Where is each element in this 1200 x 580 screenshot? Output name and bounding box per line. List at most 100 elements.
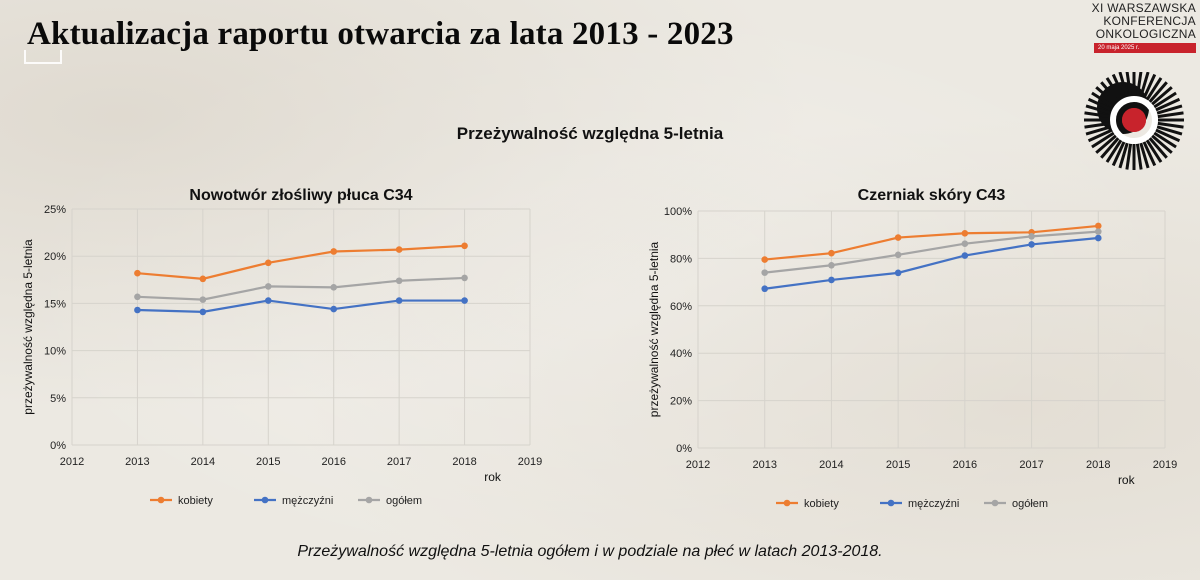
y-axis-label: przeżywalność względna 5-letnia [21, 239, 35, 415]
logo-ray [1125, 143, 1133, 170]
sunburst-icon [1084, 72, 1184, 170]
data-point [828, 261, 835, 269]
logo-ray [1157, 111, 1184, 119]
y-tick-label: 0% [50, 440, 66, 452]
data-point [961, 252, 969, 259]
logo-ray [1100, 81, 1120, 103]
logo-ray [1145, 77, 1163, 101]
x-tick-label: 2016 [953, 459, 977, 471]
x-axis-label: rok [1118, 473, 1136, 487]
data-point [894, 251, 902, 259]
y-tick-label: 25% [44, 204, 66, 216]
x-tick-label: 2012 [60, 456, 84, 468]
logo-ray [1135, 72, 1143, 97]
x-tick-label: 2019 [518, 456, 542, 468]
data-point [1028, 233, 1035, 240]
logo-line-2: KONFERENCJA [1103, 14, 1196, 28]
data-point [461, 242, 468, 250]
logo-ray [1085, 125, 1112, 136]
legend-swatch-marker [887, 499, 895, 507]
conference-logo: XI WARSZAWSKA KONFERENCJA ONKOLOGICZNA 2… [1080, 2, 1196, 172]
data-point [894, 234, 902, 241]
logo-ray [1142, 141, 1157, 167]
logo-ring [1110, 96, 1158, 144]
data-point [264, 297, 272, 304]
logo-ray [1153, 91, 1177, 109]
chart-title: Nowotwór złośliwy płuca C34 [189, 187, 412, 204]
logo-ray [1155, 128, 1181, 143]
logo-ray [1125, 72, 1133, 97]
data-point [461, 297, 468, 304]
x-tick-label: 2017 [1019, 459, 1043, 471]
logo-ray [1111, 73, 1126, 99]
series-line [137, 299, 465, 313]
melanoma-chart: Czerniak skóry C43 0% 20% 40% 60% 80% 100% 2012… [647, 187, 1177, 510]
logo-ray [1095, 134, 1117, 154]
legend-swatch-marker [261, 496, 269, 504]
data-point [1028, 241, 1035, 248]
logo-ray [1091, 91, 1115, 109]
chart-title: Czerniak skóry C43 [858, 187, 1006, 204]
series-line [764, 230, 1099, 274]
page-title: Aktualizacja raportu otwarcia za lata 20… [27, 16, 734, 52]
data-point [395, 297, 403, 304]
y-tick-label: 40% [670, 348, 692, 360]
y-tick-label: 10% [44, 346, 66, 358]
x-axis-label: rok [484, 470, 502, 484]
logo-ray [1156, 104, 1183, 115]
legend-label: kobiety [804, 498, 839, 510]
legend-label: mężczyźni [282, 495, 333, 507]
data-point [828, 276, 835, 284]
y-tick-label: 60% [670, 301, 692, 313]
logo-ray [1084, 111, 1111, 119]
logo-ray [1085, 104, 1112, 115]
title-corner-mark [24, 50, 62, 64]
data-point [264, 283, 272, 290]
logo-ray [1151, 134, 1173, 154]
data-point [330, 248, 338, 255]
data-point [1094, 234, 1102, 242]
x-tick-label: 2019 [1153, 459, 1177, 471]
y-tick-label: 0% [676, 443, 692, 455]
series-line [137, 276, 465, 301]
y-tick-label: 20% [670, 396, 692, 408]
x-tick-label: 2015 [256, 456, 280, 468]
data-point [961, 229, 969, 237]
data-point [134, 306, 141, 314]
data-point [199, 308, 207, 316]
data-point [828, 249, 835, 257]
series-line [764, 236, 1099, 290]
data-point [395, 277, 403, 285]
logo-line-1: XI WARSZAWSKA [1091, 1, 1196, 15]
x-tick-label: 2013 [752, 459, 776, 471]
logo-ray [1145, 139, 1163, 163]
x-tick-label: 2018 [452, 456, 476, 468]
x-tick-label: 2014 [191, 456, 215, 468]
logo-ray [1084, 121, 1111, 129]
y-tick-label: 20% [44, 251, 66, 263]
data-point [1094, 228, 1102, 235]
x-tick-label: 2018 [1086, 459, 1110, 471]
logo-line-3: ONKOLOGICZNA [1095, 27, 1196, 41]
logo-ray [1139, 72, 1150, 98]
data-point [761, 256, 769, 263]
x-tick-label: 2015 [886, 459, 910, 471]
data-point [199, 275, 207, 283]
legend-swatch-marker [991, 499, 999, 507]
logo-ray [1139, 142, 1150, 169]
data-point [761, 269, 769, 276]
data-point [330, 284, 338, 291]
y-tick-label: 100% [664, 206, 692, 218]
lung-cancer-chart: Nowotwór złośliwy płuca C34 0% 5% 10% 15% 20%… [21, 187, 542, 507]
data-point [264, 259, 272, 267]
logo-ray [1155, 97, 1181, 112]
logo-ray [1153, 131, 1177, 149]
logo-ray [1156, 125, 1183, 136]
logo-ray [1118, 142, 1129, 169]
legend-label: ogółem [1012, 498, 1048, 510]
logo-ray [1095, 86, 1117, 106]
legend-swatch-marker [783, 499, 791, 507]
y-tick-label: 80% [670, 253, 692, 265]
data-point [761, 285, 769, 293]
